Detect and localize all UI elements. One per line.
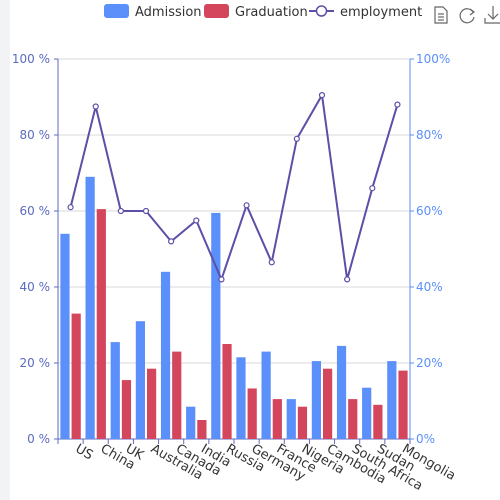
bar-admission[interactable] bbox=[211, 212, 221, 439]
y-left-tick-label: 0 % bbox=[27, 432, 50, 446]
y-right-tick-label: 40% bbox=[416, 280, 443, 294]
point-employment[interactable] bbox=[142, 207, 150, 215]
y-right-tick-label: 20% bbox=[416, 356, 443, 370]
point-employment[interactable] bbox=[92, 103, 99, 110]
bar-admission[interactable] bbox=[60, 233, 70, 439]
bar-graduation[interactable] bbox=[247, 388, 257, 439]
bar-graduation[interactable] bbox=[373, 404, 383, 439]
point-employment[interactable] bbox=[218, 276, 225, 283]
point-employment[interactable] bbox=[369, 185, 376, 192]
bar-graduation[interactable] bbox=[172, 351, 182, 439]
y-left-tick-label: 100 % bbox=[12, 52, 50, 66]
line-layer bbox=[67, 91, 401, 283]
legend-label-employment: employment bbox=[340, 5, 422, 20]
legend-item-employment[interactable]: employment bbox=[309, 5, 422, 20]
bar-admission[interactable] bbox=[160, 271, 171, 439]
point-employment[interactable] bbox=[168, 238, 175, 245]
bar-graduation[interactable] bbox=[222, 344, 232, 439]
point-employment[interactable] bbox=[268, 259, 275, 266]
bar-admission[interactable] bbox=[236, 357, 246, 439]
bar-layer bbox=[60, 176, 408, 440]
bar-admission[interactable] bbox=[135, 321, 145, 439]
axis-layer bbox=[54, 58, 414, 444]
point-employment[interactable] bbox=[117, 207, 124, 215]
legend-item-admission[interactable]: Admission bbox=[104, 4, 202, 20]
grid-layer bbox=[58, 58, 410, 364]
x-category-label: US bbox=[73, 441, 96, 463]
bar-graduation[interactable] bbox=[272, 399, 282, 439]
y-left-tick-label: 80 % bbox=[20, 128, 51, 142]
legend-label-admission: Admission bbox=[135, 5, 202, 20]
y-left-tick-label: 20 % bbox=[20, 356, 51, 370]
y-left-tick-label: 60 % bbox=[20, 204, 51, 218]
bar-graduation[interactable] bbox=[348, 399, 358, 439]
y-right-tick-label: 100% bbox=[416, 52, 450, 66]
bar-admission[interactable] bbox=[110, 342, 120, 439]
data-view-icon[interactable] bbox=[434, 6, 448, 24]
point-employment[interactable] bbox=[193, 217, 200, 224]
point-employment[interactable] bbox=[344, 276, 351, 283]
y-left-tick-label: 40 % bbox=[20, 280, 51, 294]
bar-admission[interactable] bbox=[362, 387, 372, 439]
y-right-tick-label: 80% bbox=[416, 128, 443, 142]
restore-icon[interactable] bbox=[459, 8, 475, 24]
line-employment bbox=[69, 92, 399, 283]
y-right-tick-label: 60% bbox=[416, 204, 443, 218]
bar-admission[interactable] bbox=[85, 176, 95, 440]
bar-admission[interactable] bbox=[387, 361, 397, 439]
bar-graduation[interactable] bbox=[96, 209, 106, 439]
bar-admission[interactable] bbox=[311, 361, 321, 439]
bar-graduation[interactable] bbox=[398, 370, 408, 439]
bar-admission[interactable] bbox=[336, 345, 347, 439]
y-right-tick-label: 0% bbox=[416, 432, 435, 446]
point-employment[interactable] bbox=[67, 204, 74, 211]
save-image-icon[interactable] bbox=[484, 6, 500, 24]
bar-graduation[interactable] bbox=[147, 368, 157, 439]
left-panel-strip bbox=[0, 0, 10, 500]
bar-graduation[interactable] bbox=[297, 406, 308, 439]
point-employment[interactable] bbox=[318, 91, 326, 99]
bar-graduation[interactable] bbox=[71, 313, 81, 439]
legend-item-graduation[interactable]: Graduation bbox=[204, 4, 308, 20]
bar-admission[interactable] bbox=[286, 399, 296, 439]
point-employment[interactable] bbox=[293, 135, 300, 142]
bar-admission[interactable] bbox=[186, 406, 196, 439]
legend: Admission Graduation employment bbox=[104, 4, 422, 20]
point-employment[interactable] bbox=[394, 101, 401, 108]
legend-label-graduation: Graduation bbox=[235, 5, 308, 20]
bar-graduation[interactable] bbox=[121, 380, 132, 439]
bar-admission[interactable] bbox=[261, 351, 271, 439]
point-employment[interactable] bbox=[243, 202, 250, 209]
bar-graduation[interactable] bbox=[323, 368, 333, 439]
bar-graduation[interactable] bbox=[197, 420, 207, 439]
